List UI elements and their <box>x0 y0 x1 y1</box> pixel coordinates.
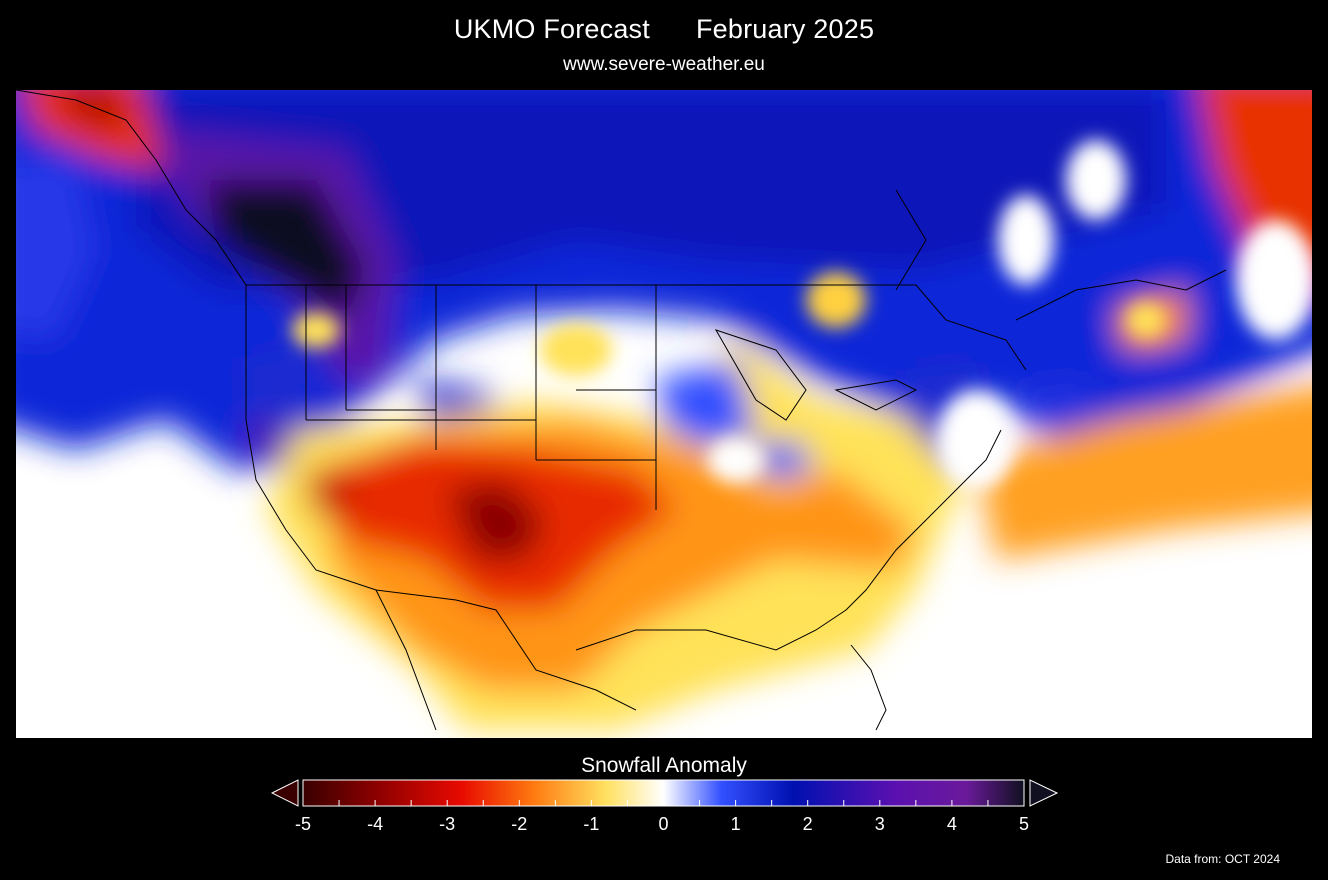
anomaly-detail <box>292 140 1312 490</box>
colorbar-tick-label: 4 <box>946 814 957 834</box>
great-lakes-erie <box>834 379 918 411</box>
colorbar <box>271 779 1058 807</box>
colorbar-tick-labels: -5 -4 -3 -2 -1 0 1 2 3 4 5 <box>0 814 1328 838</box>
hudson-bay <box>895 189 927 291</box>
colorbar-tick-label: -4 <box>367 814 384 834</box>
anomaly-map <box>16 90 1312 738</box>
colorbar-tick-label: 5 <box>1018 814 1029 834</box>
colorbar-max-arrow <box>1029 779 1058 807</box>
period-title: February 2025 <box>695 14 875 44</box>
legend-title: Snowfall Anomaly <box>581 754 747 777</box>
florida <box>850 644 887 731</box>
us-gulf-east-coast <box>575 429 1002 651</box>
us-canada-border <box>246 284 1027 371</box>
colorbar-tick-label: 2 <box>802 814 813 834</box>
colorbar-ticks <box>338 800 989 806</box>
source-url: www.severe-weather.eu <box>563 54 765 75</box>
colorbar-tick-label: -5 <box>294 814 311 834</box>
map-title: UKMO Forecast February 2025 <box>0 14 1328 45</box>
colorbar-tick-label: 1 <box>730 814 741 834</box>
model-title: UKMO Forecast <box>453 14 650 44</box>
colorbar-tick-label: 3 <box>874 814 885 834</box>
colorbar-tick-label: -2 <box>511 814 528 834</box>
us-west-coast <box>245 285 637 711</box>
colorbar-tick-label: 0 <box>658 814 669 834</box>
colorbar-min-arrow <box>271 779 299 807</box>
data-source-note: Data from: OCT 2024 <box>1165 852 1281 866</box>
great-lakes-michigan <box>714 329 807 421</box>
colorbar-tick-label: -3 <box>439 814 456 834</box>
baja <box>375 589 437 731</box>
borders <box>16 90 1227 731</box>
anomaly-map-svg <box>16 90 1312 738</box>
quebec-coast <box>1015 269 1227 321</box>
colorbar-tick-label: -1 <box>583 814 600 834</box>
state-lines <box>305 285 657 510</box>
alaska-bc-coast <box>16 90 247 286</box>
